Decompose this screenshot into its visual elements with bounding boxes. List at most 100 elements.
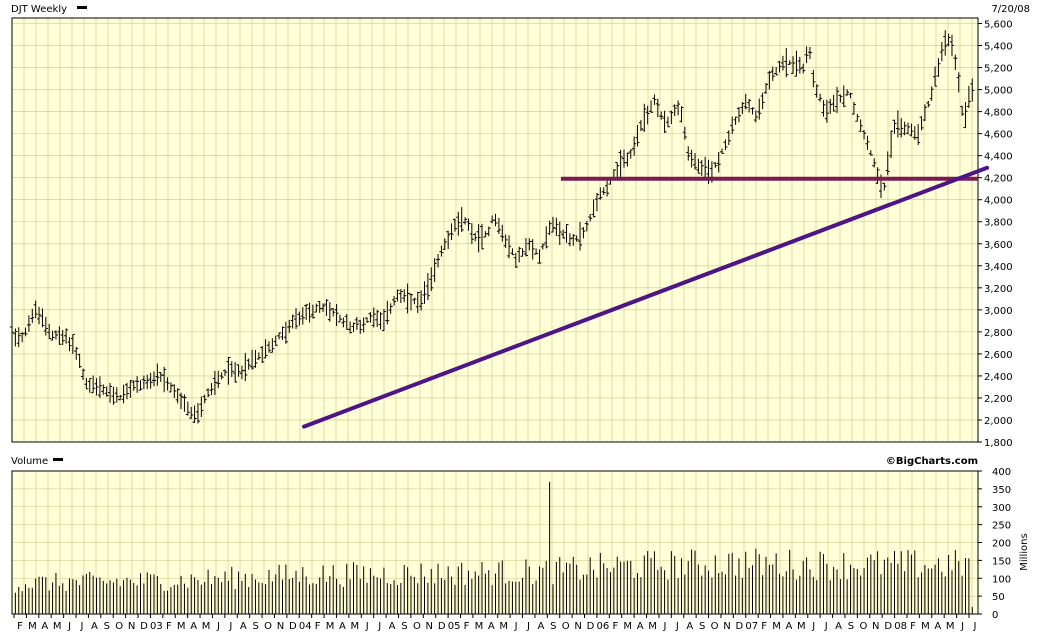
x-axis-label: F bbox=[761, 621, 767, 632]
legend-swatch-volume bbox=[53, 458, 63, 461]
x-axis-label: F bbox=[612, 621, 618, 632]
x-axis-label: S bbox=[252, 621, 258, 632]
x-axis-label: S bbox=[401, 621, 407, 632]
x-axis-label: F bbox=[17, 621, 23, 632]
x-axis-label: F bbox=[464, 621, 470, 632]
x-axis-label: M bbox=[648, 621, 657, 632]
x-axis-label: J bbox=[973, 621, 977, 632]
x-axis-label: M bbox=[351, 621, 360, 632]
x-axis-label: N bbox=[426, 621, 433, 632]
x-axis-label: N bbox=[128, 621, 135, 632]
x-axis-label: A bbox=[786, 621, 793, 632]
x-axis-label: A bbox=[934, 621, 941, 632]
x-axis-label: J bbox=[960, 621, 964, 632]
x-axis-label: 07 bbox=[745, 621, 758, 632]
x-axis-label: N bbox=[872, 621, 879, 632]
x-axis-label: O bbox=[711, 621, 719, 632]
volume-y-tick-label: 0 bbox=[992, 610, 998, 621]
x-axis-label: M bbox=[53, 621, 62, 632]
x-axis-label: M bbox=[797, 621, 806, 632]
x-axis-label: J bbox=[67, 621, 71, 632]
price-y-tick-label: 3,800 bbox=[984, 218, 1013, 229]
x-axis-label: D bbox=[140, 621, 148, 632]
chart-title: DJT Weekly bbox=[11, 4, 67, 15]
x-axis-label: A bbox=[835, 621, 842, 632]
x-axis-label: D bbox=[289, 621, 297, 632]
price-y-tick-label: 4,000 bbox=[984, 196, 1013, 207]
x-axis-label: J bbox=[514, 621, 518, 632]
x-axis-label: M bbox=[28, 621, 37, 632]
x-axis-label: M bbox=[499, 621, 508, 632]
x-axis-label: F bbox=[166, 621, 172, 632]
x-axis-label: M bbox=[946, 621, 955, 632]
x-axis-label: A bbox=[240, 621, 247, 632]
volume-y-tick-label: 400 bbox=[992, 467, 1011, 478]
price-y-tick-label: 4,800 bbox=[984, 108, 1013, 119]
x-axis-label: 05 bbox=[448, 621, 461, 632]
x-axis-label: N bbox=[723, 621, 730, 632]
x-axis-label: F bbox=[315, 621, 321, 632]
x-axis-label: S bbox=[699, 621, 705, 632]
price-y-tick-label: 4,400 bbox=[984, 152, 1013, 163]
x-axis-label: M bbox=[623, 621, 632, 632]
x-axis-label: N bbox=[574, 621, 581, 632]
volume-y-tick-label: 50 bbox=[992, 592, 1005, 603]
volume-y-tick-label: 150 bbox=[992, 556, 1011, 567]
x-axis-label: A bbox=[686, 621, 693, 632]
x-axis-label: A bbox=[637, 621, 644, 632]
price-y-tick-label: 2,000 bbox=[984, 416, 1013, 427]
volume-y-tick-label: 300 bbox=[992, 503, 1011, 514]
x-axis-label: J bbox=[216, 621, 220, 632]
x-axis-label: M bbox=[921, 621, 930, 632]
x-axis-label: S bbox=[848, 621, 854, 632]
x-axis-label: J bbox=[811, 621, 815, 632]
x-axis-label: A bbox=[389, 621, 396, 632]
price-y-tick-label: 5,000 bbox=[984, 86, 1013, 97]
x-axis-label: F bbox=[910, 621, 916, 632]
x-axis-label: M bbox=[202, 621, 211, 632]
x-axis-label: A bbox=[91, 621, 98, 632]
x-axis-label: O bbox=[264, 621, 272, 632]
price-y-tick-label: 4,600 bbox=[984, 130, 1013, 141]
volume-y-tick-label: 100 bbox=[992, 574, 1011, 585]
x-axis-label: M bbox=[475, 621, 484, 632]
price-y-tick-label: 1,800 bbox=[984, 438, 1013, 449]
x-axis-label: 03 bbox=[150, 621, 163, 632]
x-axis-label: O bbox=[413, 621, 421, 632]
price-y-tick-label: 2,600 bbox=[984, 350, 1013, 361]
bigcharts-watermark: ©BigCharts.com bbox=[886, 456, 978, 467]
volume-frame bbox=[11, 470, 979, 615]
x-axis-label: M bbox=[772, 621, 781, 632]
chart-date: 7/20/08 bbox=[991, 4, 1030, 15]
volume-title: Volume bbox=[11, 456, 48, 467]
price-y-tick-label: 2,800 bbox=[984, 328, 1013, 339]
x-axis-label: S bbox=[550, 621, 556, 632]
x-axis-label: J bbox=[377, 621, 381, 632]
x-axis-label: O bbox=[562, 621, 570, 632]
trend-line bbox=[301, 165, 990, 429]
price-y-tick-label: 5,600 bbox=[984, 20, 1013, 31]
x-axis-label: J bbox=[80, 621, 84, 632]
x-axis-label: S bbox=[104, 621, 110, 632]
price-y-tick-label: 5,400 bbox=[984, 42, 1013, 53]
volume-y-tick-label: 200 bbox=[992, 539, 1011, 550]
price-y-tick-label: 3,200 bbox=[984, 284, 1013, 295]
price-y-tick-label: 2,200 bbox=[984, 394, 1013, 405]
price-y-tick-label: 5,200 bbox=[984, 64, 1013, 75]
x-axis-label: D bbox=[884, 621, 892, 632]
x-axis-label: J bbox=[526, 621, 530, 632]
x-axis-label: D bbox=[587, 621, 595, 632]
price-y-tick-label: 2,400 bbox=[984, 372, 1013, 383]
x-axis-label: O bbox=[115, 621, 123, 632]
x-axis-label: A bbox=[488, 621, 495, 632]
x-axis-label: A bbox=[41, 621, 48, 632]
x-axis-label: A bbox=[339, 621, 346, 632]
x-axis-label: J bbox=[675, 621, 679, 632]
x-axis-label: A bbox=[537, 621, 544, 632]
x-axis-label: D bbox=[438, 621, 446, 632]
x-axis-label: J bbox=[824, 621, 828, 632]
x-axis-label: J bbox=[365, 621, 369, 632]
x-axis-label: D bbox=[735, 621, 743, 632]
price-y-tick-label: 3,600 bbox=[984, 240, 1013, 251]
